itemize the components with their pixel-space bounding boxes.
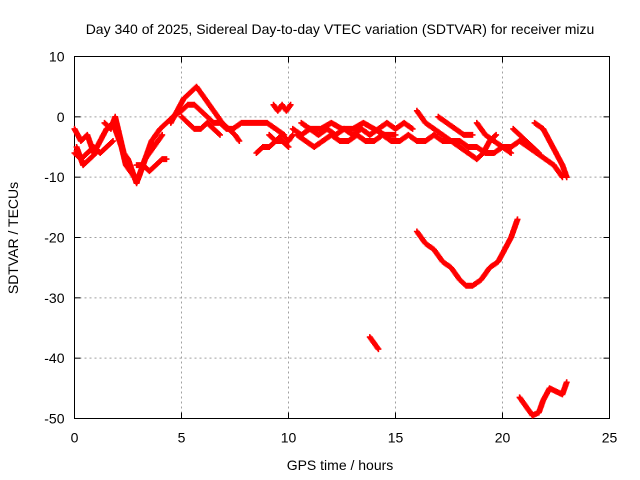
- chart-title: Day 340 of 2025, Sidereal Day-to-day VTE…: [86, 21, 595, 37]
- data-track: [266, 131, 296, 144]
- y-tick-label: 0: [57, 109, 65, 125]
- x-tick-label: 20: [495, 430, 511, 446]
- data-track: [71, 101, 288, 181]
- axis-ticks: [74, 56, 610, 419]
- y-tick-label: 10: [49, 49, 65, 65]
- x-axis-label: GPS time / hours: [287, 457, 394, 473]
- data-track: [101, 113, 166, 187]
- x-tick-label: 10: [281, 430, 297, 446]
- x-tick-label: 5: [178, 430, 186, 446]
- data-track: [133, 156, 170, 175]
- y-axis-label: SDTVAR / TECUs: [5, 182, 21, 294]
- data-track: [510, 125, 542, 156]
- data-track: [435, 113, 476, 138]
- data-track: [73, 144, 99, 169]
- data-series: [71, 83, 570, 419]
- y-tick-label: -50: [44, 411, 64, 427]
- data-track: [270, 101, 294, 114]
- y-tick-label: -40: [44, 350, 64, 366]
- data-track: [413, 216, 521, 289]
- data-track: [167, 83, 243, 144]
- grid-lines: [74, 56, 610, 419]
- data-track: [178, 113, 223, 138]
- data-track: [531, 119, 570, 181]
- x-tick-label: 0: [71, 430, 79, 446]
- tick-labels: 0 5 10 15 20 25 -50 -40 -30 -20 -10 0 10: [44, 49, 617, 446]
- data-track: [413, 107, 500, 163]
- data-track: [366, 334, 382, 353]
- series-sdtvar: [71, 83, 570, 419]
- data-track: [473, 119, 515, 156]
- y-tick-label: -30: [44, 290, 64, 306]
- data-track: [516, 379, 570, 419]
- y-tick-label: -10: [44, 169, 64, 185]
- x-tick-label: 25: [602, 430, 618, 446]
- y-tick-label: -20: [44, 230, 64, 246]
- data-track: [298, 119, 399, 138]
- x-tick-label: 15: [388, 430, 404, 446]
